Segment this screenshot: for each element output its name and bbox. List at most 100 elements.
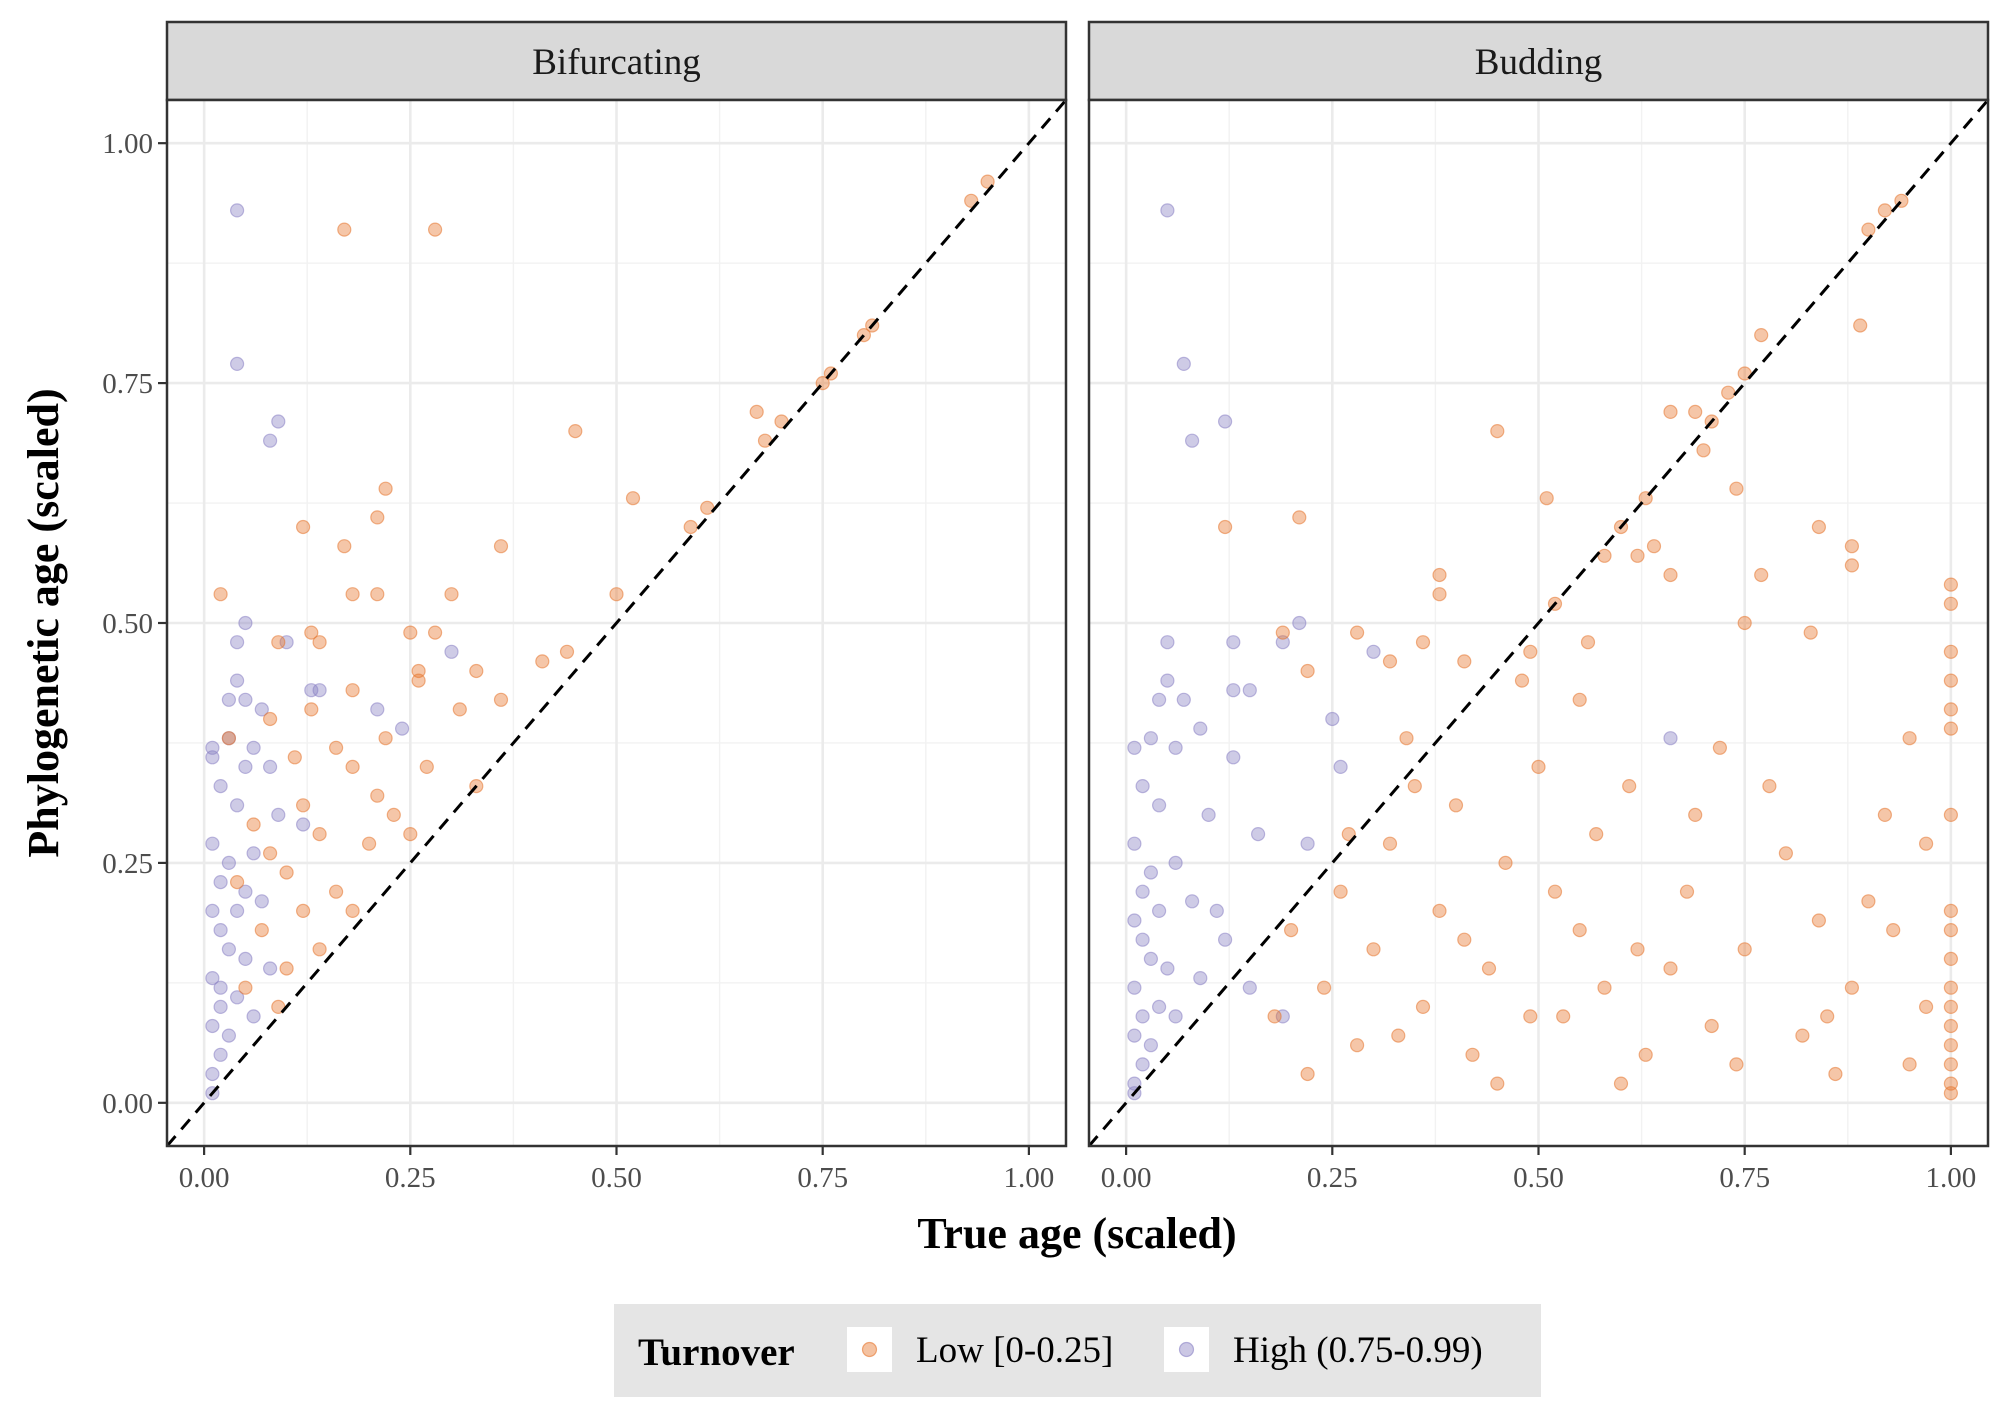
panel-bifurcating: Bifurcating 0.00 0.25 0.50 0.75 1.00 0.00 0.2… [102,20,1068,1194]
point-low [230,874,245,890]
point-high [1151,798,1167,813]
point-low [1597,980,1612,995]
point-high [213,874,228,890]
point-high [1151,999,1167,1015]
point-high [230,673,245,688]
point-low [1811,519,1827,535]
point-high [1176,356,1191,371]
point-low [411,663,426,679]
legend-key-high [1178,1341,1195,1358]
point-low [296,798,311,813]
point-low [1663,567,1678,583]
point-low [1556,1009,1571,1024]
point-low [493,692,509,707]
point-low [1918,999,1934,1015]
point-high [1135,778,1150,794]
point-high [1217,414,1233,429]
legend-label-low: Low [0-0.25] [916,1330,1113,1371]
point-low [1943,1018,1959,1034]
point-low [1943,1057,1959,1072]
point-high [1127,836,1142,851]
point-high [213,980,228,995]
point-low [1523,644,1538,659]
point-low [1217,519,1233,535]
point-high [395,721,410,736]
point-high [1127,913,1142,928]
point-low [1432,587,1447,602]
point-low [1811,913,1827,928]
point-low [1778,846,1794,861]
point-low [411,673,426,688]
legend-key-high-bg [1164,1327,1209,1372]
point-low [1333,884,1348,899]
point-low [1597,548,1612,563]
point-low [329,740,344,755]
point-low [1943,999,1959,1015]
point-low [1275,625,1290,640]
point-low [1341,826,1356,842]
point-low [1844,539,1860,554]
y-tick-label: 0.25 [102,848,153,880]
point-high [1160,961,1175,976]
point-high [271,414,286,429]
x-tick-label: 0.50 [1513,1162,1564,1194]
point-high [1184,894,1200,909]
point-high [205,970,220,986]
point-high [238,692,253,707]
point-high [263,961,278,976]
point-low [469,663,484,679]
point-high [246,1009,261,1024]
point-low [1292,510,1307,525]
point-low [444,587,459,602]
x-tick-label: 0.25 [385,1162,436,1194]
point-low [1679,884,1695,899]
point-low [1943,980,1959,995]
point-low [1622,778,1637,794]
point-low [1589,826,1604,842]
point-low [559,644,575,659]
point-low [296,903,311,919]
point-low [1795,1028,1810,1043]
point-high [1143,731,1159,746]
point-high [1226,750,1241,765]
point-high [213,778,228,794]
point-low [1349,1038,1365,1053]
point-low [279,961,294,976]
grid-bifurcating [167,100,1066,1146]
point-high [221,1028,236,1043]
point-low [378,731,393,746]
point-low [362,836,377,851]
point-high [1135,1057,1150,1072]
point-high [1217,932,1233,947]
point-low [452,702,467,717]
point-low [1490,1076,1505,1091]
point-high [1135,1009,1150,1024]
point-high [1292,615,1307,631]
point-high [263,433,278,448]
point-high [221,942,236,957]
point-low [1828,1066,1843,1082]
point-low [254,922,269,938]
point-high [1135,932,1150,947]
point-low [1580,635,1596,650]
y-axis-title: Phylogenetic age (scaled) [19,388,68,857]
point-high [1226,635,1241,650]
point-high [1300,836,1315,851]
point-low [1465,1047,1480,1062]
point-high [1160,203,1175,218]
point-high [1333,759,1348,775]
point-low [1943,922,1959,938]
point-low [493,539,509,554]
point-high [1226,683,1241,698]
x-tick-label: 0.75 [797,1162,848,1194]
strip-label-bifurcating: Bifurcating [532,42,701,83]
point-low [1902,731,1917,746]
point-high [1325,711,1340,727]
point-low [1943,721,1959,736]
point-low [1547,884,1563,899]
point-low [1943,1076,1959,1091]
point-low [296,519,311,535]
point-high [230,903,245,919]
point-low [1382,654,1398,669]
